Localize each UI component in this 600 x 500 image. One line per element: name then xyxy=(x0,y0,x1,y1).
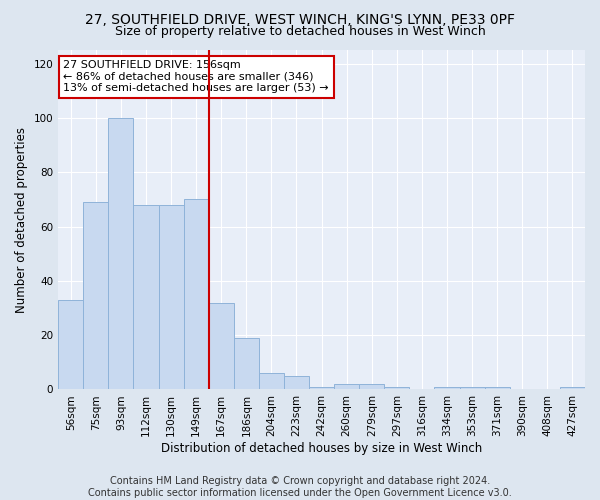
Bar xyxy=(359,384,385,390)
Text: Contains HM Land Registry data © Crown copyright and database right 2024.
Contai: Contains HM Land Registry data © Crown c… xyxy=(88,476,512,498)
Text: Size of property relative to detached houses in West Winch: Size of property relative to detached ho… xyxy=(115,25,485,38)
Bar xyxy=(460,386,485,390)
Bar xyxy=(485,386,510,390)
Bar xyxy=(234,338,259,390)
X-axis label: Distribution of detached houses by size in West Winch: Distribution of detached houses by size … xyxy=(161,442,482,455)
Text: 27 SOUTHFIELD DRIVE: 156sqm
← 86% of detached houses are smaller (346)
13% of se: 27 SOUTHFIELD DRIVE: 156sqm ← 86% of det… xyxy=(64,60,329,94)
Bar xyxy=(58,300,83,390)
Bar xyxy=(259,373,284,390)
Bar xyxy=(434,386,460,390)
Bar xyxy=(385,386,409,390)
Bar xyxy=(209,302,234,390)
Bar xyxy=(109,118,133,390)
Bar xyxy=(309,386,334,390)
Bar xyxy=(83,202,109,390)
Bar xyxy=(284,376,309,390)
Bar xyxy=(133,205,158,390)
Text: 27, SOUTHFIELD DRIVE, WEST WINCH, KING'S LYNN, PE33 0PF: 27, SOUTHFIELD DRIVE, WEST WINCH, KING'S… xyxy=(85,12,515,26)
Bar xyxy=(334,384,359,390)
Y-axis label: Number of detached properties: Number of detached properties xyxy=(15,126,28,312)
Bar xyxy=(158,205,184,390)
Bar xyxy=(184,200,209,390)
Bar xyxy=(560,386,585,390)
